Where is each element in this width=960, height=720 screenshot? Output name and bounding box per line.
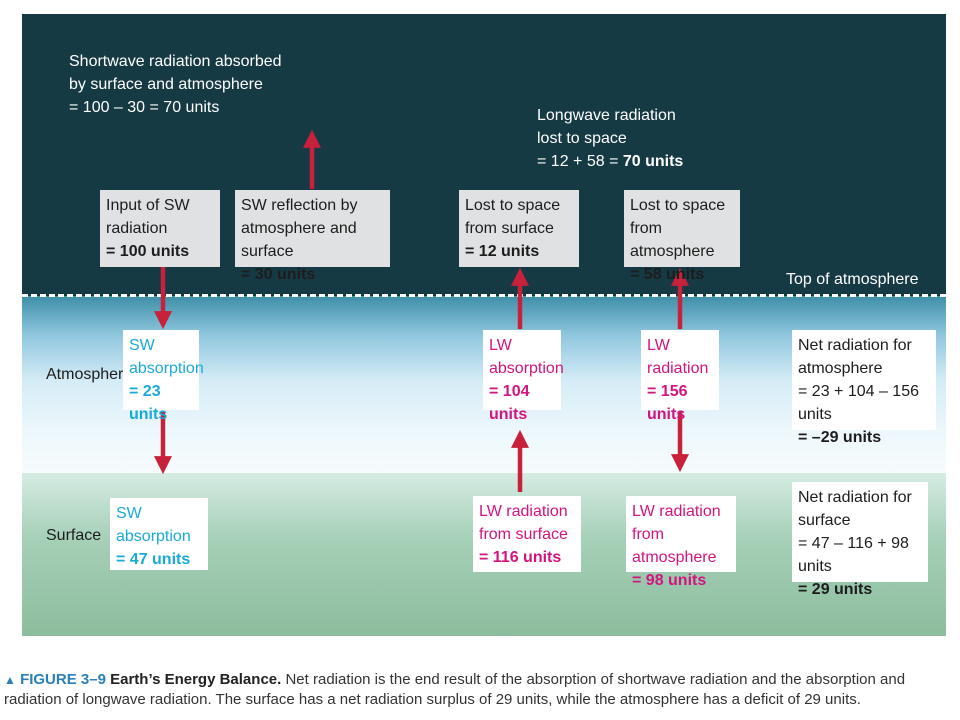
net-surface-line3: = 47 – 116 + 98 units (798, 535, 909, 575)
sw-absorption-surf-value: = 47 units (116, 551, 191, 568)
lw-absorption-box: LW absorption = 104 units (483, 330, 564, 423)
longwave-total-eq: = 12 + 58 = (537, 153, 623, 170)
caption-title: Earth’s Energy Balance. (110, 671, 282, 688)
net-atmosphere-line1: Net radiation for (798, 337, 912, 354)
sw-reflection-line2: atmosphere and surface (241, 220, 357, 260)
lw-from-atmosphere-value: = 98 units (632, 572, 707, 589)
sw-absorption-atm-line1: SW (129, 337, 155, 354)
sw-input-box: Input of SW radiation = 100 units (100, 190, 220, 267)
sw-input-line1: Input of SW (106, 197, 190, 214)
figure-caption: ▲ FIGURE 3–9 Earth’s Energy Balance. Net… (4, 670, 954, 710)
shortwave-total-line2: by surface and atmosphere (69, 76, 263, 93)
top-of-atmosphere-line (22, 294, 946, 297)
surface-label: Surface (46, 527, 102, 544)
atmosphere-label: Atmosphere (46, 366, 133, 383)
sw-reflection-box: SW reflection by atmosphere and surface … (235, 190, 390, 283)
sw-absorption-atmosphere-box: SW absorption = 23 units (123, 330, 204, 423)
longwave-total-line2: lost to space (537, 130, 627, 147)
sw-reflection-value: = 30 units (241, 266, 316, 283)
lw-radiation-atm-value: = 156 units (647, 383, 688, 423)
longwave-total-label: Longwave radiation lost to space = 12 + … (537, 104, 683, 173)
sw-absorption-surf-line1: SW absorption (116, 505, 191, 545)
shortwave-total-label: Shortwave radiation absorbed by surface … (69, 50, 282, 119)
lw-from-atmosphere-line1: LW radiation (632, 503, 721, 520)
net-surface-value: = 29 units (798, 581, 873, 598)
net-atmosphere-line2: atmosphere (798, 360, 883, 377)
lost-surface-line1: Lost to space (465, 197, 561, 214)
lw-radiation-atm-line1: LW (647, 337, 670, 354)
lost-surface-value: = 12 units (465, 243, 540, 260)
lw-from-surface-line2: from surface (479, 526, 568, 543)
sw-input-line2: radiation (106, 220, 168, 237)
lw-radiation-atm-line2: radiation (647, 360, 709, 377)
lost-surface-box: Lost to space from surface = 12 units (459, 190, 579, 267)
net-atmosphere-value: = –29 units (798, 429, 882, 446)
net-surface-line1: Net radiation for (798, 489, 912, 506)
lw-radiation-atmosphere-box: LW radiation = 156 units (641, 330, 719, 423)
flow-arrows (154, 129, 689, 492)
net-surface-line2: surface (798, 512, 851, 529)
lw-absorption-line2: absorption (489, 360, 564, 377)
sw-absorption-atm-line2: absorption (129, 360, 204, 377)
lw-from-atmosphere-box: LW radiation from atmosphere = 98 units (626, 496, 736, 589)
lost-surface-line2: from surface (465, 220, 554, 237)
lw-from-atmosphere-line2: from atmosphere (632, 526, 717, 566)
sw-absorption-atm-value: = 23 units (129, 383, 168, 423)
shortwave-total-line3: = 100 – 30 = 70 units (69, 99, 220, 116)
lost-atmosphere-value: = 58 units (630, 266, 705, 283)
lw-from-surface-value: = 116 units (479, 549, 562, 566)
lw-from-surface-box: LW radiation from surface = 116 units (473, 496, 581, 572)
energy-balance-diagram: Shortwave radiation absorbed by surface … (22, 14, 946, 636)
sw-reflection-line1: SW reflection by (241, 197, 358, 214)
shortwave-total-line1: Shortwave radiation absorbed (69, 53, 282, 70)
top-of-atmosphere-label: Top of atmosphere (786, 271, 919, 288)
lw-absorption-line1: LW (489, 337, 512, 354)
net-surface-box: Net radiation for surface = 47 – 116 + 9… (792, 482, 928, 598)
sw-input-value: = 100 units (106, 243, 190, 260)
lost-atmosphere-box: Lost to space from atmosphere = 58 units (624, 190, 740, 283)
longwave-total-value: 70 units (622, 153, 684, 170)
net-atmosphere-line3: = 23 + 104 – 156 units (798, 383, 919, 423)
longwave-total-line1: Longwave radiation (537, 107, 676, 124)
caption-marker-icon: ▲ (4, 673, 16, 687)
lw-from-surface-line1: LW radiation (479, 503, 568, 520)
caption-figure-number: FIGURE 3–9 (20, 671, 106, 688)
sw-absorption-surface-box: SW absorption = 47 units (110, 498, 208, 570)
caption-text: Net radiation is the end result of the a… (4, 671, 906, 708)
net-atmosphere-box: Net radiation for atmosphere = 23 + 104 … (792, 330, 936, 446)
lost-atmosphere-line2: from atmosphere (630, 220, 715, 260)
lw-absorption-value: = 104 units (489, 383, 530, 423)
lost-atmosphere-line1: Lost to space (630, 197, 726, 214)
